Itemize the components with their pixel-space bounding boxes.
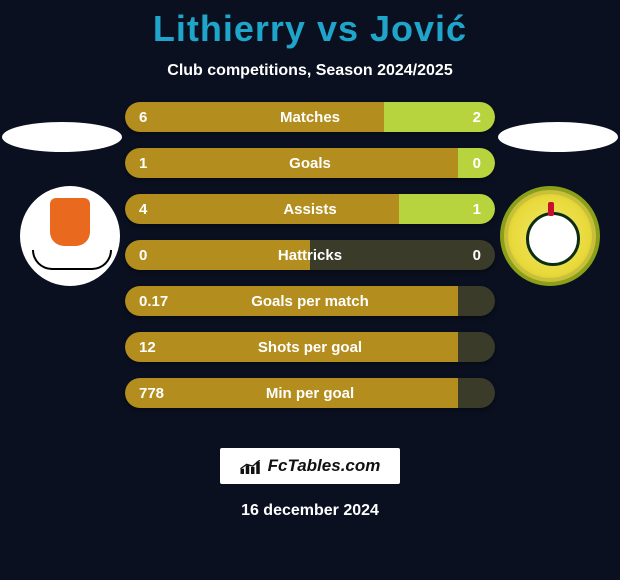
stat-row: 778Min per goal: [125, 378, 495, 408]
site-name: FcTables.com: [268, 456, 381, 476]
date-text: 16 december 2024: [0, 502, 620, 520]
stat-label: Assists: [125, 201, 495, 218]
stat-label: Shots per goal: [125, 339, 495, 356]
stats-bars: 62Matches 10Goals 41Assists 00Hattricks 0.17…: [125, 102, 495, 424]
page-subtitle: Club competitions, Season 2024/2025: [0, 62, 620, 80]
stat-row: 10Goals: [125, 148, 495, 178]
stat-row: 0.17Goals per match: [125, 286, 495, 316]
stat-label: Min per goal: [125, 385, 495, 402]
fctables-logo: FcTables.com: [220, 448, 400, 484]
stat-row: 00Hattricks: [125, 240, 495, 270]
chart-icon: [240, 459, 262, 473]
stat-row: 62Matches: [125, 102, 495, 132]
stat-row: 41Assists: [125, 194, 495, 224]
stat-label: Goals per match: [125, 293, 495, 310]
stat-label: Hattricks: [125, 247, 495, 264]
stat-label: Goals: [125, 155, 495, 172]
stat-label: Matches: [125, 109, 495, 126]
stat-row: 12Shots per goal: [125, 332, 495, 362]
page-title: Lithierry vs Jović: [0, 8, 620, 50]
